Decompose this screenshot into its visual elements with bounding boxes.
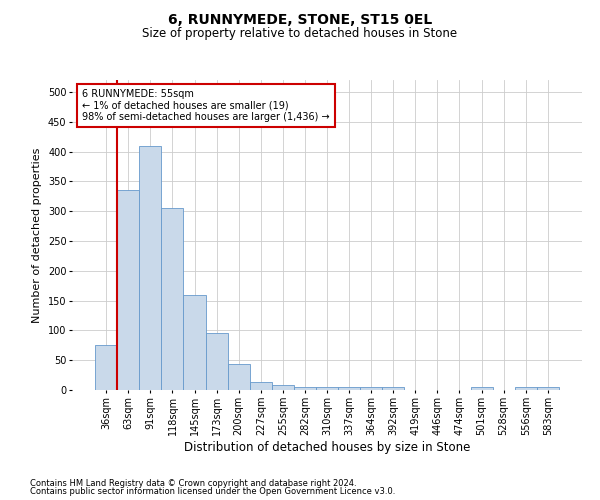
Text: 6, RUNNYMEDE, STONE, ST15 0EL: 6, RUNNYMEDE, STONE, ST15 0EL (168, 12, 432, 26)
X-axis label: Distribution of detached houses by size in Stone: Distribution of detached houses by size … (184, 440, 470, 454)
Bar (95, 346, 117, 390)
Bar (294, 387, 316, 390)
Bar (537, 387, 559, 390)
Bar (360, 387, 382, 390)
Text: Size of property relative to detached houses in Stone: Size of property relative to detached ho… (142, 28, 458, 40)
Bar (206, 334, 227, 390)
Text: 6 RUNNYMEDE: 55sqm
← 1% of detached houses are smaller (19)
98% of semi-detached: 6 RUNNYMEDE: 55sqm ← 1% of detached hous… (82, 90, 330, 122)
Bar (338, 387, 360, 390)
Bar (272, 385, 294, 390)
Bar (382, 387, 404, 390)
Bar (117, 190, 139, 390)
Bar (184, 294, 206, 390)
Y-axis label: Number of detached properties: Number of detached properties (32, 148, 42, 322)
Bar (227, 364, 250, 390)
Bar (139, 146, 161, 390)
Text: Contains public sector information licensed under the Open Government Licence v3: Contains public sector information licen… (30, 487, 395, 496)
Text: Contains HM Land Registry data © Crown copyright and database right 2024.: Contains HM Land Registry data © Crown c… (30, 478, 356, 488)
Bar (250, 382, 272, 390)
Bar (515, 387, 537, 390)
Bar (161, 208, 184, 390)
Bar (316, 387, 338, 390)
Bar (470, 387, 493, 390)
